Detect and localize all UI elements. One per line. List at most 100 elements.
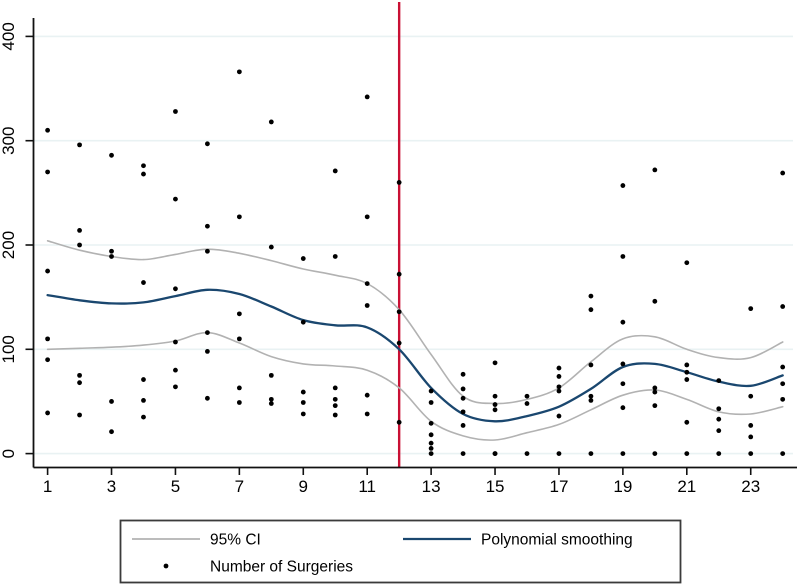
scatter-point [77,227,82,233]
legend-box [119,519,682,584]
scatter-point [109,248,114,254]
scatter-point [141,163,146,169]
scatter-point [428,445,434,451]
polynomial-smoothing-line [46,288,784,423]
scatter-dot-swatch [163,563,169,569]
scatter-point [492,360,498,366]
scatter-point [364,411,370,417]
scatter-point [396,180,402,185]
scatter-point [332,396,338,402]
x-tick-label: 9 [299,477,308,496]
scatter-point [364,303,370,308]
x-tick-label: 19 [613,477,632,496]
scatter-point [300,400,306,405]
x-tick-label: 11 [358,477,376,496]
95-ci-lower-line [46,331,784,441]
scatter-point [236,400,242,405]
scatter-point [620,254,626,259]
scatter-point [556,413,562,419]
scatter-point [524,451,530,456]
scatter-point [45,410,50,416]
scatter-point [492,393,498,399]
scatter-point [332,254,338,259]
scatter-point [748,451,754,456]
scatter-point [684,260,690,266]
scatter-points [45,69,786,456]
scatter-point [268,372,274,378]
scatter-point [620,405,626,411]
scatter-point [556,388,562,394]
scatter-point [364,214,370,220]
scatter-point [556,374,562,379]
scatter-point [236,69,242,75]
scatter-point [364,94,370,100]
scatter-point [460,409,466,415]
scatter-point [141,171,146,177]
scatter-point [332,168,338,174]
scatter-point [780,170,786,176]
scatter-point [109,399,114,404]
legend-label-smoothing: Polynomial smoothing [481,532,633,549]
scatter-point [588,307,594,313]
y-tick-label: 0 [0,449,18,458]
scatter-point [77,412,82,418]
scatter-point [173,286,178,292]
scatter-point [716,378,722,383]
scatter-point [652,167,658,173]
legend: 95% CI Polynomial smoothing Number of Su… [119,519,682,584]
x-tick-label: 13 [422,477,441,496]
scatter-point [300,256,306,261]
scatter-point [716,416,722,422]
scatter-point [205,348,210,354]
scatter-point [141,377,146,382]
scatter-point [716,406,722,412]
scatter-point [652,385,658,391]
scatter-point [332,403,338,409]
scatter-point [556,365,562,371]
scatter-point [748,423,754,428]
scatter-point [716,451,722,456]
scatter-point [428,440,434,446]
scatter-point [652,298,658,304]
scatter-point [109,429,114,435]
scatter-point [652,451,658,456]
scatter-point [77,372,82,378]
scatter-point [300,319,306,325]
scatter-point [460,451,466,456]
scatter-point [173,367,178,373]
y-tick-label: 400 [0,22,18,50]
legend-label-surgeries: Number of Surgeries [210,559,353,576]
scatter-point [236,214,242,220]
x-tick-label: 17 [549,477,568,496]
scatter-point [460,395,466,401]
scatter-point [45,336,50,342]
scatter-point [780,364,786,370]
scatter-point [620,381,626,387]
series-lines [46,240,784,441]
scatter-point [268,244,274,250]
scatter-point [684,419,690,425]
scatter-point [460,423,466,428]
scatter-point [268,119,274,125]
scatter-point [460,386,466,392]
scatter-point [556,384,562,390]
scatter-point [396,271,402,277]
y-axis-tick-labels: 0 100 200 300 400 [0,22,18,458]
scatter-point [45,268,50,274]
scatter-point [524,401,530,406]
scatter-point [652,403,658,409]
x-axis-tick-labels: 1 3 5 7 9 11 13 15 17 19 21 23 [43,477,760,496]
axes [25,18,797,475]
x-tick-label: 1 [43,477,52,496]
scatter-point [236,336,242,342]
scatter-point [620,361,626,367]
scatter-point [205,141,210,147]
scatter-point [173,384,178,390]
scatter-point [109,254,114,259]
scatter-point [396,419,402,425]
scatter-point [620,183,626,188]
scatter-point [748,393,754,399]
scatter-point [492,451,498,456]
